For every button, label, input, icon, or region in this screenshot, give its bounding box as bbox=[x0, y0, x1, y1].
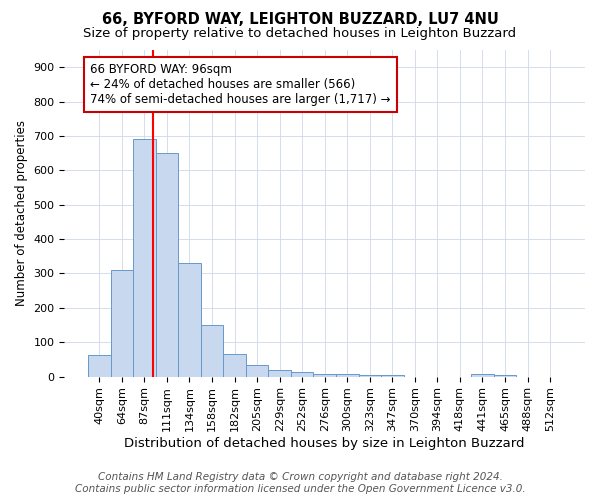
Bar bbox=[201, 325, 223, 376]
Bar bbox=[359, 375, 381, 376]
Text: Contains HM Land Registry data © Crown copyright and database right 2024.
Contai: Contains HM Land Registry data © Crown c… bbox=[74, 472, 526, 494]
Bar bbox=[110, 270, 133, 376]
Text: 66 BYFORD WAY: 96sqm
← 24% of detached houses are smaller (566)
74% of semi-deta: 66 BYFORD WAY: 96sqm ← 24% of detached h… bbox=[91, 63, 391, 106]
Text: 66, BYFORD WAY, LEIGHTON BUZZARD, LU7 4NU: 66, BYFORD WAY, LEIGHTON BUZZARD, LU7 4N… bbox=[101, 12, 499, 28]
Bar bbox=[223, 354, 246, 376]
Bar bbox=[313, 374, 336, 376]
Bar bbox=[291, 372, 313, 376]
Bar bbox=[155, 153, 178, 376]
Bar bbox=[88, 355, 110, 376]
Bar bbox=[246, 366, 268, 376]
Bar bbox=[268, 370, 291, 376]
Bar bbox=[381, 375, 404, 376]
Y-axis label: Number of detached properties: Number of detached properties bbox=[15, 120, 28, 306]
X-axis label: Distribution of detached houses by size in Leighton Buzzard: Distribution of detached houses by size … bbox=[124, 437, 525, 450]
Bar bbox=[494, 375, 516, 376]
Bar bbox=[133, 140, 155, 376]
Bar bbox=[471, 374, 494, 376]
Bar bbox=[336, 374, 359, 376]
Bar bbox=[178, 263, 201, 376]
Text: Size of property relative to detached houses in Leighton Buzzard: Size of property relative to detached ho… bbox=[83, 28, 517, 40]
